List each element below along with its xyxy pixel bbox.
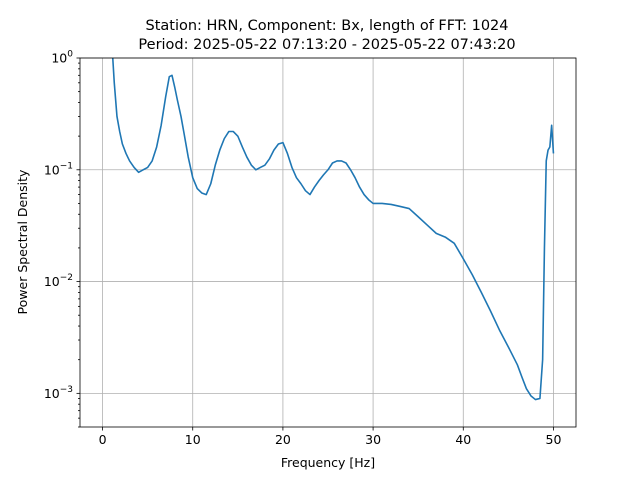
y-tick-label: 10−3	[44, 385, 73, 401]
x-tick-label: 40	[455, 432, 471, 447]
x-tick-label: 20	[275, 432, 291, 447]
axes-frame	[79, 57, 577, 428]
y-tick-label: 10−1	[44, 161, 73, 177]
y-axis-label: Power Spectral Density	[15, 169, 30, 314]
chart-subtitle: Period: 2025-05-22 07:13:20 - 2025-05-22…	[138, 37, 515, 53]
axis-ticks: 0 10 20 30 40 50 10−3 10−2 10−1 100	[44, 50, 562, 448]
chart-title: Station: HRN, Component: Bx, length of F…	[145, 18, 508, 34]
psd-series-line	[111, 58, 555, 401]
y-tick-label: 100	[51, 50, 73, 66]
x-tick-label: 0	[99, 432, 107, 447]
y-tick-label: 10−2	[44, 273, 73, 289]
data-series	[111, 58, 555, 401]
x-tick-label: 30	[365, 432, 381, 447]
x-tick-label: 50	[546, 432, 562, 447]
x-axis-label: Frequency [Hz]	[281, 455, 375, 470]
x-tick-label: 10	[185, 432, 201, 447]
